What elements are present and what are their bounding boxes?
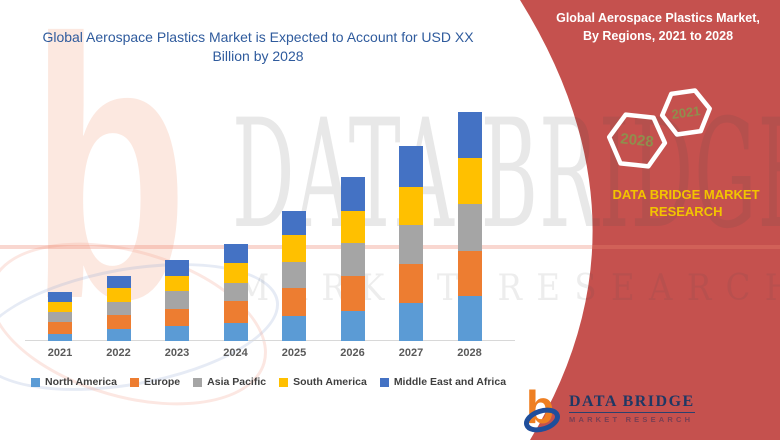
panel-title: Global Aerospace Plastics Market, By Reg… (556, 11, 760, 43)
databridge-logo: b DATA BRIDGE MARKET RESEARCH (523, 383, 695, 433)
legend-swatch-icon (193, 377, 203, 387)
legend-swatch-icon (129, 377, 139, 387)
brand-text: DATA BRIDGE MARKET RESEARCH (612, 187, 760, 219)
legend-item: Europe (129, 376, 181, 388)
legend-item: Middle East and Africa (379, 376, 507, 388)
hexagon-2021: 2021 (657, 85, 715, 141)
legend-item: North America (31, 376, 117, 388)
legend-label: Europe (143, 376, 181, 388)
legend-swatch-icon (31, 377, 40, 387)
hexagon-2021-label: 2021 (670, 103, 702, 122)
logo-name: DATA BRIDGE (569, 393, 695, 413)
legend-label: South America (293, 376, 367, 388)
legend-swatch-icon (279, 377, 289, 387)
legend-label: Middle East and Africa (393, 376, 507, 388)
legend-label: Asia Pacific (207, 376, 267, 388)
chart-legend: North America Europe Asia Pacific South Ame… (31, 374, 517, 390)
legend-item: Asia Pacific (193, 376, 266, 388)
logo-wordmark: DATA BRIDGE MARKET RESEARCH (569, 393, 695, 424)
legend-label: North America (45, 376, 117, 388)
logo-subtitle: MARKET RESEARCH (569, 414, 694, 424)
legend-item: South America (279, 376, 367, 388)
chart-title: Global Aerospace Plastics Market is Expe… (42, 29, 474, 64)
hexagon-2028: 2028 (604, 109, 670, 172)
legend-swatch-icon (379, 377, 389, 387)
databridge-logo-b-icon: b (524, 383, 560, 433)
